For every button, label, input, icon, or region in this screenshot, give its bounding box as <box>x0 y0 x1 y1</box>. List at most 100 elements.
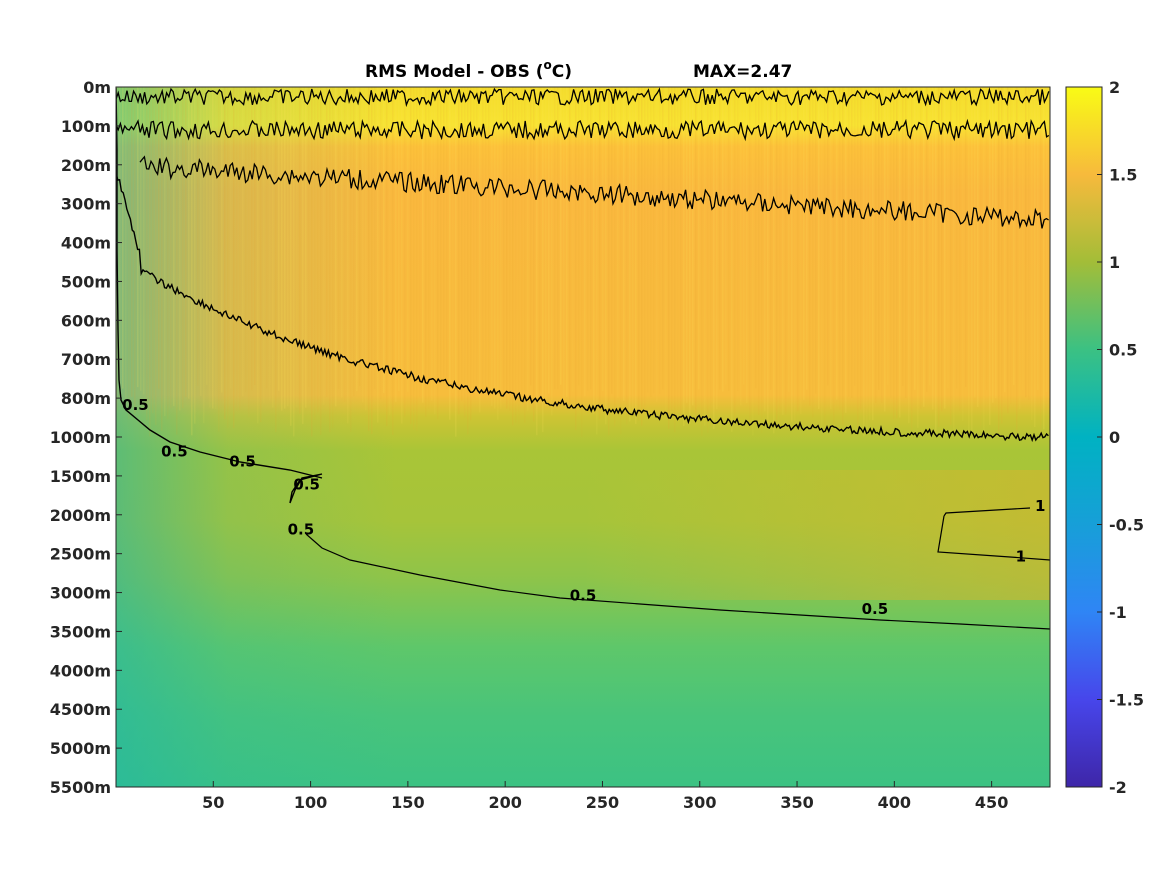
heatmap-field <box>116 87 1050 787</box>
stripe <box>140 87 142 391</box>
stripe <box>278 87 280 391</box>
stripe <box>935 87 937 434</box>
stripe <box>746 87 748 404</box>
stripe <box>833 87 835 425</box>
stripe <box>461 87 463 401</box>
stripe <box>146 87 148 420</box>
stripe <box>164 87 166 417</box>
stripe <box>551 87 553 416</box>
contour-label: 0.5 <box>570 586 597 604</box>
stripe <box>386 87 388 426</box>
stripe <box>1022 87 1024 391</box>
x-tick-label: 350 <box>780 793 813 812</box>
stripe <box>260 87 262 423</box>
stripe <box>623 87 625 402</box>
stripe <box>734 87 736 425</box>
stripe <box>494 87 496 409</box>
stripe <box>1025 87 1027 398</box>
colorbar <box>1065 86 1103 788</box>
chart-title-unit: C) <box>552 62 572 82</box>
stripe <box>263 87 265 404</box>
stripe <box>1007 87 1009 414</box>
stripe <box>233 87 235 429</box>
stripe <box>818 87 820 410</box>
stripe <box>536 87 538 436</box>
stripe <box>929 87 931 386</box>
stripe <box>668 87 670 429</box>
stripe <box>182 87 184 409</box>
stripe <box>500 87 502 409</box>
stripe <box>983 87 985 434</box>
stripe <box>317 87 319 413</box>
stripe <box>404 87 406 417</box>
stripe <box>545 87 547 407</box>
stripe <box>329 87 331 433</box>
stripe <box>620 87 622 435</box>
contour-line-1-closed <box>937 507 1050 561</box>
stripe <box>326 87 328 397</box>
stripe <box>191 87 193 436</box>
stripe <box>941 87 943 412</box>
stripe <box>539 87 541 397</box>
stripe <box>245 87 247 392</box>
stripe <box>206 87 208 385</box>
x-axis-ticks: 50 100 150 200 250 300 350 400 450 <box>202 781 1008 812</box>
stripe <box>440 87 442 385</box>
stripe <box>236 87 238 411</box>
stripe <box>269 87 271 401</box>
contour-line-0.5-lower <box>305 533 1050 630</box>
stripe <box>776 87 778 421</box>
stripe <box>800 87 802 415</box>
stripe <box>389 87 391 416</box>
stripe <box>827 87 829 386</box>
stripe <box>242 87 244 397</box>
stripe <box>860 87 862 410</box>
stripe <box>131 87 133 397</box>
stripe <box>428 87 430 409</box>
stripe <box>854 87 856 386</box>
stripe <box>275 87 277 433</box>
stripe <box>1034 87 1036 428</box>
stripe <box>641 87 643 426</box>
stripe <box>449 87 451 420</box>
stripe <box>338 87 340 389</box>
stripe <box>482 87 484 390</box>
stripe <box>578 87 580 386</box>
stripe <box>497 87 499 420</box>
stripe <box>998 87 1000 433</box>
stripe <box>953 87 955 436</box>
stripe <box>926 87 928 392</box>
stripe <box>794 87 796 421</box>
stripe <box>173 87 175 407</box>
stripe <box>434 87 436 415</box>
stripe <box>908 87 910 424</box>
stripe <box>134 87 136 414</box>
stripe <box>437 87 439 420</box>
stripe <box>368 87 370 432</box>
stripe <box>188 87 190 399</box>
stripe <box>569 87 571 406</box>
stripe <box>593 87 595 415</box>
stripe <box>632 87 634 414</box>
stripe <box>566 87 568 398</box>
stripe <box>557 87 559 390</box>
stripe <box>857 87 859 435</box>
stripe <box>194 87 196 424</box>
stripe <box>710 87 712 427</box>
stripe <box>716 87 718 410</box>
stripe <box>509 87 511 411</box>
stripe <box>302 87 304 424</box>
stripe <box>614 87 616 427</box>
y-tick-label: 600m <box>61 311 111 330</box>
stripe <box>752 87 754 436</box>
stripe <box>581 87 583 437</box>
stripe <box>899 87 901 418</box>
stripe <box>956 87 958 389</box>
stripe <box>383 87 385 393</box>
contour-label: 0.5 <box>229 452 256 470</box>
stripe <box>431 87 433 401</box>
stripe <box>254 87 256 385</box>
stripe <box>806 87 808 390</box>
stripe <box>638 87 640 421</box>
stripe <box>296 87 298 408</box>
